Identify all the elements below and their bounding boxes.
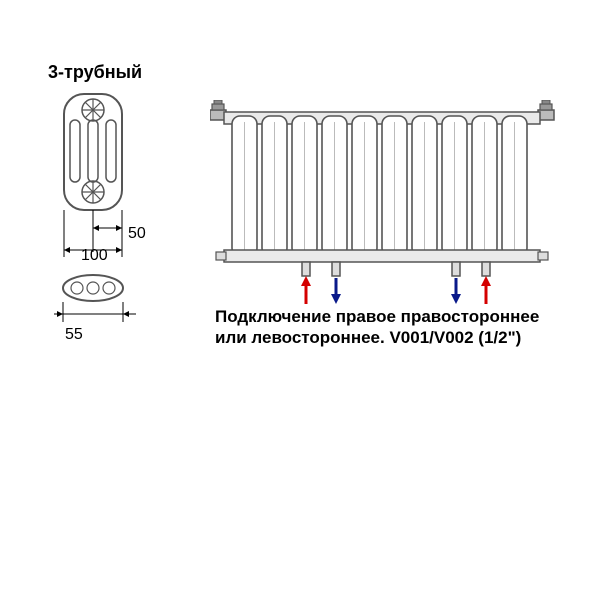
dimension-55: 55	[65, 326, 83, 344]
arrow-right-supply-icon	[481, 276, 491, 304]
diagram-title: 3-трубный	[48, 62, 142, 83]
connection-caption: Подключение правое правостороннее или ле…	[215, 306, 585, 349]
arrow-left-return-icon	[331, 278, 341, 304]
cross-section	[54, 92, 164, 357]
caption-line2: или левостороннее. V001/V002 (1/2")	[215, 328, 521, 347]
diagram-canvas: 3-трубный	[0, 0, 600, 600]
dimension-50: 50	[128, 225, 146, 243]
arrow-left-supply-icon	[301, 276, 311, 304]
arrow-right-return-icon	[451, 278, 461, 304]
radiator-front	[210, 100, 570, 315]
dimension-100: 100	[81, 247, 108, 265]
caption-line1: Подключение правое правостороннее	[215, 307, 539, 326]
